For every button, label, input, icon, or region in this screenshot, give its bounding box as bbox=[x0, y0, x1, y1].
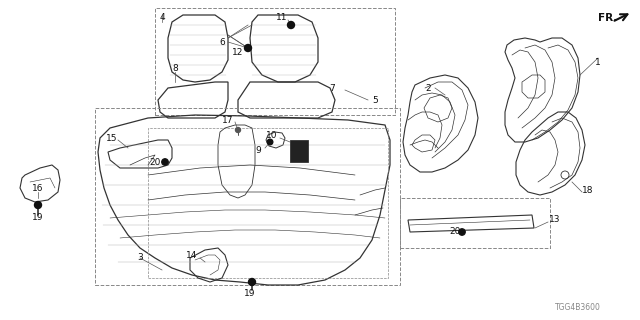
Text: FR.: FR. bbox=[598, 13, 618, 23]
Text: 5: 5 bbox=[372, 95, 378, 105]
Text: 14: 14 bbox=[186, 251, 198, 260]
Text: TGG4B3600: TGG4B3600 bbox=[555, 303, 601, 312]
Bar bbox=[95, 108, 400, 285]
Text: 1: 1 bbox=[595, 58, 601, 67]
Text: 3: 3 bbox=[137, 253, 143, 262]
Text: 20: 20 bbox=[149, 157, 161, 166]
Text: 2: 2 bbox=[425, 84, 431, 92]
Text: 8: 8 bbox=[172, 63, 178, 73]
Text: 4: 4 bbox=[159, 12, 165, 21]
Text: 18: 18 bbox=[582, 186, 594, 195]
Text: 19: 19 bbox=[32, 213, 44, 222]
Bar bbox=[155, 8, 395, 115]
Circle shape bbox=[268, 139, 273, 145]
Circle shape bbox=[287, 21, 294, 28]
Bar bbox=[400, 198, 550, 248]
Text: 11: 11 bbox=[276, 12, 288, 21]
Text: 16: 16 bbox=[32, 183, 44, 193]
Text: 6: 6 bbox=[219, 37, 225, 46]
Circle shape bbox=[459, 229, 465, 235]
Text: 9: 9 bbox=[255, 146, 261, 155]
Circle shape bbox=[244, 44, 252, 52]
Text: 13: 13 bbox=[549, 215, 561, 225]
Circle shape bbox=[35, 202, 42, 209]
Text: 15: 15 bbox=[106, 133, 118, 142]
Circle shape bbox=[162, 159, 168, 165]
Text: 10: 10 bbox=[266, 131, 278, 140]
Text: 7: 7 bbox=[329, 84, 335, 92]
Text: 12: 12 bbox=[232, 47, 244, 57]
Text: 19: 19 bbox=[244, 289, 256, 298]
Circle shape bbox=[236, 127, 241, 132]
Text: 17: 17 bbox=[222, 116, 234, 124]
Bar bbox=[290, 140, 308, 162]
Bar bbox=[148, 128, 388, 278]
Circle shape bbox=[248, 278, 255, 285]
Text: 20: 20 bbox=[449, 228, 461, 236]
